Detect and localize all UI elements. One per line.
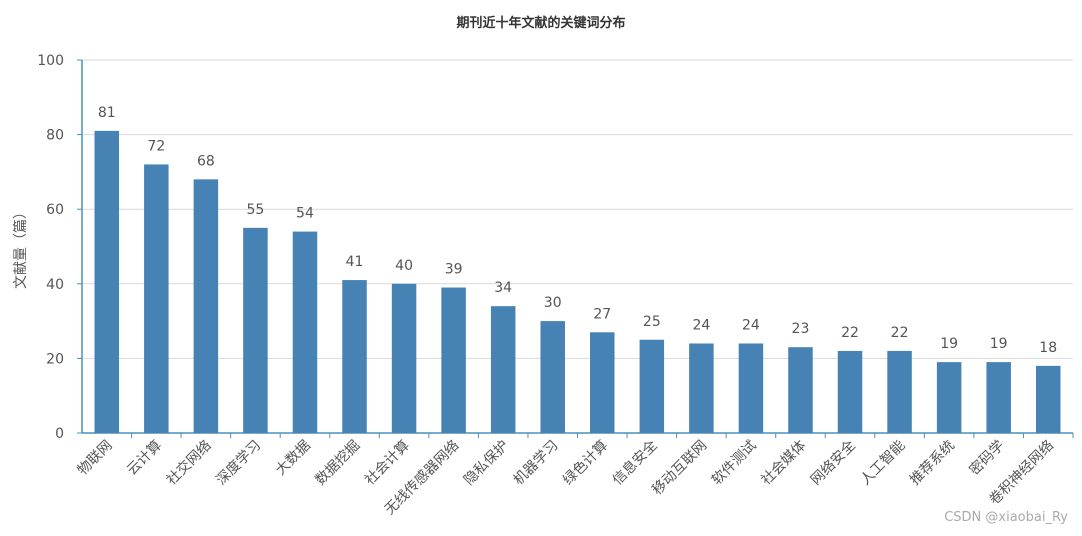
x-tick-label: 隐私保护 <box>461 438 512 489</box>
x-tick-label: 云计算 <box>124 438 165 479</box>
bar <box>243 227 268 433</box>
data-label: 24 <box>692 317 710 333</box>
bar <box>391 283 417 433</box>
y-tick-label: 40 <box>46 277 64 293</box>
x-tick-label: 机器学习 <box>511 438 562 489</box>
data-label: 24 <box>742 317 760 333</box>
x-tick-label: 物联网 <box>75 438 116 479</box>
bar <box>193 179 219 433</box>
y-tick-label: 0 <box>55 426 64 442</box>
x-tick-label: 社交网络 <box>163 437 215 489</box>
watermark: CSDN @xiaobai_Ry <box>944 510 1068 525</box>
bar <box>540 321 565 433</box>
bar <box>94 130 120 433</box>
bar <box>837 350 863 433</box>
bar <box>1035 365 1061 433</box>
bar <box>639 339 665 433</box>
bar <box>590 332 615 433</box>
x-tick-label: 软件测试 <box>709 438 760 489</box>
data-label: 23 <box>792 321 810 337</box>
data-label: 39 <box>445 262 463 278</box>
bar <box>887 350 912 433</box>
data-label: 27 <box>593 306 611 322</box>
data-label: 55 <box>247 202 265 218</box>
x-tick-label: 社会媒体 <box>758 438 809 489</box>
x-tick-label: 数据挖掘 <box>312 438 363 489</box>
x-tick-label: 推荐系统 <box>907 438 958 489</box>
bar <box>689 343 714 433</box>
data-label: 18 <box>1039 340 1057 356</box>
bar <box>936 362 962 433</box>
data-label: 22 <box>891 325 909 341</box>
data-label: 54 <box>296 206 314 222</box>
x-tick-label: 大数据 <box>273 438 314 479</box>
bar <box>292 231 318 433</box>
data-label: 34 <box>494 280 512 296</box>
bar <box>788 347 813 433</box>
y-tick-label: 100 <box>37 53 64 69</box>
y-tick-label: 20 <box>46 351 64 367</box>
data-label: 22 <box>841 325 859 341</box>
x-tick-label: 人工智能 <box>857 438 908 489</box>
y-tick-label: 80 <box>46 128 64 144</box>
x-tick-label: 深度学习 <box>213 438 264 489</box>
bar <box>144 164 169 433</box>
x-tick-label: 移动互联网 <box>649 438 710 499</box>
data-label: 40 <box>395 258 413 274</box>
y-axis-label: 文献量（篇） <box>13 205 29 289</box>
bar <box>490 306 516 433</box>
x-tick-label: 绿色计算 <box>559 437 611 489</box>
bar <box>441 287 466 433</box>
data-label: 81 <box>98 105 116 121</box>
data-label: 41 <box>346 254 364 270</box>
bar <box>738 343 764 433</box>
chart-title: 期刊近十年文献的关键词分布 <box>456 16 626 31</box>
x-tick-label: 社会计算 <box>362 438 413 489</box>
y-tick-label: 60 <box>46 202 64 218</box>
data-label: 25 <box>643 314 661 330</box>
x-tick-label: 密码学 <box>966 437 1008 479</box>
data-label: 30 <box>544 295 562 311</box>
bar <box>986 362 1011 433</box>
x-tick-label: 网络安全 <box>807 437 859 489</box>
bar <box>342 280 367 433</box>
data-label: 19 <box>940 336 958 352</box>
data-label: 68 <box>197 153 215 169</box>
data-label: 19 <box>990 336 1008 352</box>
data-label: 72 <box>147 138 165 154</box>
x-tick-label: 信息安全 <box>609 437 661 489</box>
